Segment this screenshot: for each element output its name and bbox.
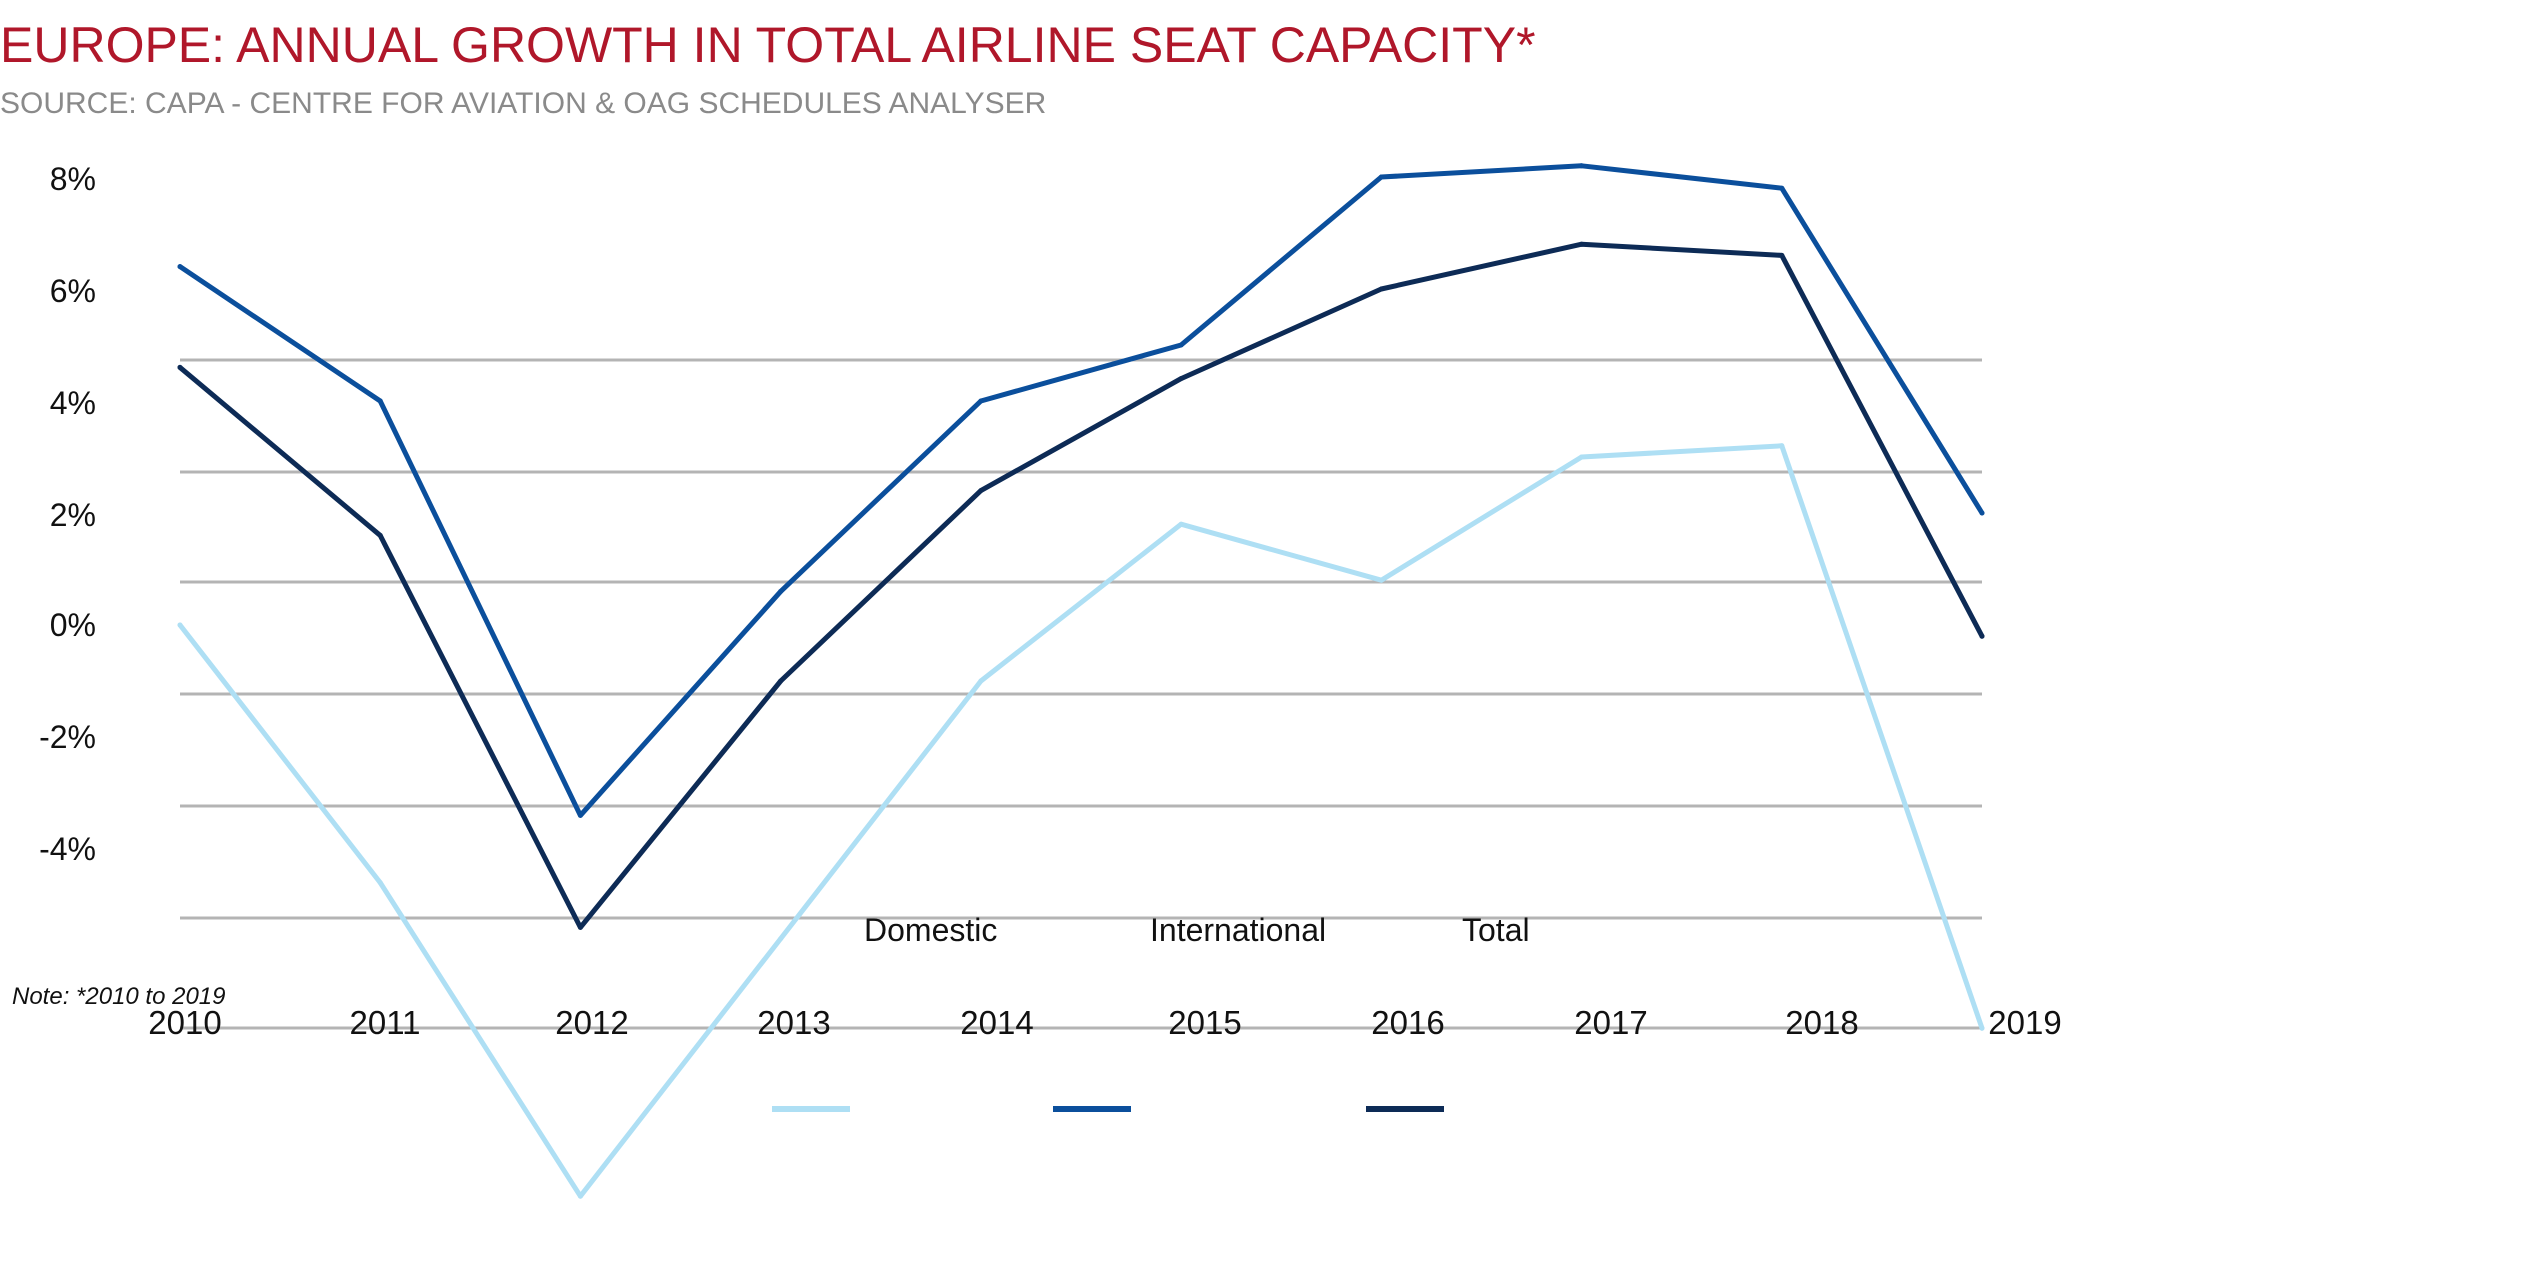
x-tick-label: 2018 [1785,1004,1858,1041]
x-tick-label: 2014 [960,1004,1033,1041]
legend: Domestic International Total [772,912,1530,1112]
data-point-domestic [1979,1025,1985,1031]
data-point-international [1178,342,1184,348]
data-point-international [1378,174,1384,180]
data-point-total [1579,241,1585,247]
legend-label-total: Total [1462,912,1530,948]
chart-note: Note: *2010 to 2019 [12,983,226,1010]
gridlines [180,358,1982,1030]
x-tick-label: 2011 [350,1004,421,1041]
data-point-domestic [577,1193,583,1199]
data-point-total [377,532,383,538]
data-point-international [1979,510,1985,516]
y-tick-label: 2% [50,497,96,533]
data-point-international [778,588,784,594]
data-point-domestic [1579,454,1585,460]
x-tick-label: 2017 [1574,1004,1647,1041]
x-tick-label: 2015 [1168,1004,1241,1041]
legend-label-international: International [1150,912,1326,948]
data-point-international [1579,163,1585,169]
data-point-domestic [1378,577,1384,583]
data-point-total [1779,252,1785,258]
data-point-total [978,488,984,494]
y-axis-tick-labels: 8% 6% 4% 2% 0% -2% -4% [39,161,96,867]
x-tick-label: 2019 [1988,1004,2061,1041]
data-point-international [1779,185,1785,191]
y-tick-label: 0% [50,607,96,643]
y-tick-label: 4% [50,385,96,421]
data-point-international [177,264,183,270]
data-point-domestic [1779,443,1785,449]
data-point-international [577,812,583,818]
data-point-total [1378,286,1384,292]
x-tick-label: 2016 [1371,1004,1444,1041]
data-point-total [778,678,784,684]
data-point-domestic [1178,521,1184,527]
data-point-total [577,924,583,930]
series-line-total [177,241,1985,930]
x-tick-label: 2013 [757,1004,830,1041]
y-tick-label: 8% [50,161,96,197]
series-line-international [177,163,1985,818]
y-tick-label: -2% [39,719,96,755]
x-tick-label: 2010 [148,1004,221,1041]
y-tick-label: 6% [50,273,96,309]
chart-subtitle: SOURCE: CAPA - CENTRE FOR AVIATION & OAG… [0,87,1046,120]
data-point-domestic [778,936,784,942]
data-point-international [377,398,383,404]
x-axis-tick-labels: 2010 2011 2012 2013 2014 2015 2016 2017 2018 2019 [148,1004,2061,1041]
data-point-total [1178,376,1184,382]
x-tick-label: 2012 [555,1004,628,1041]
chart-title: EUROPE: ANNUAL GROWTH IN TOTAL AIRLINE S… [0,17,1536,73]
data-point-domestic [177,622,183,628]
series-lines [177,163,1985,1199]
data-point-total [1979,633,1985,639]
y-tick-label: -4% [39,831,96,867]
data-point-total [177,364,183,370]
legend-label-domestic: Domestic [864,912,997,948]
data-point-domestic [978,678,984,684]
data-point-international [978,398,984,404]
series-line-domestic [177,443,1985,1199]
data-point-domestic [377,880,383,886]
